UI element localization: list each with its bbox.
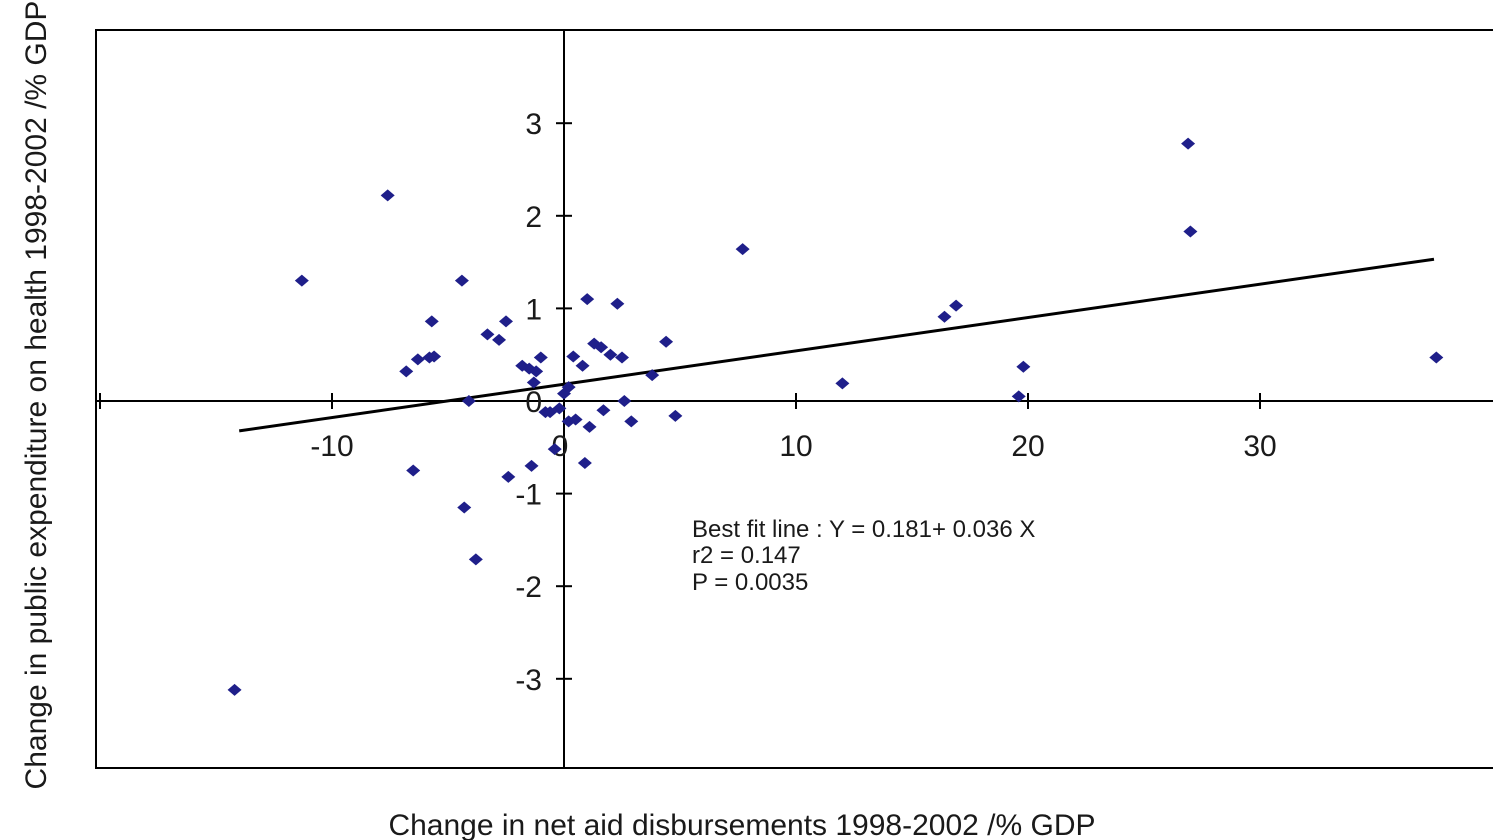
data-point [594,341,609,354]
data-point [568,413,583,426]
data-point [547,443,562,456]
data-point [596,404,611,417]
data-point [580,293,595,306]
data-point [524,459,539,472]
x-tick-label: 0 [552,430,569,463]
y-tick-label: 0 [525,386,542,419]
data-point [575,359,590,372]
data-point [610,297,625,310]
y-axis-title: Change in public expenditure on health 1… [20,1,53,790]
y-tick-label: 2 [525,201,542,234]
y-tick-label: -1 [515,479,542,512]
data-point [227,683,242,696]
y-tick-label: 3 [525,108,542,141]
data-point [1429,351,1444,364]
annotation-r2: r2 = 0.147 [692,542,801,569]
data-point [492,333,507,346]
y-tick-label: -3 [515,664,542,697]
data-point [835,377,850,390]
x-tick-label: 10 [779,430,812,463]
plot-frame [95,29,1493,769]
y-ticks: -3 -2 -1 0 1 2 3 [515,108,572,697]
data-point [617,395,632,407]
data-point [1181,137,1196,150]
data-point [937,310,952,323]
data-point [949,299,964,312]
y-tick-label: 1 [525,293,542,326]
data-point [501,470,516,483]
data-point [457,501,472,514]
data-point [380,189,395,202]
data-point [533,351,548,364]
data-point [615,351,629,364]
data-point [1011,390,1026,403]
data-point [406,464,421,477]
x-tick-label: -10 [310,430,353,463]
data-point [566,350,581,363]
data-point [624,415,639,428]
data-point [735,243,750,256]
data-point [480,328,495,341]
data-point [1183,225,1198,238]
data-point [526,376,541,389]
data-point [410,353,425,366]
data-point [294,274,309,287]
data-point [659,335,674,348]
data-point [552,402,567,415]
data-point [668,409,683,422]
data-point [468,553,483,566]
x-ticks: -10 0 10 20 30 [99,393,1277,463]
data-point [424,315,439,328]
data-point [561,381,576,394]
data-point [603,348,618,361]
x-tick-label: 20 [1011,430,1044,463]
data-point [461,395,476,407]
data-points [227,137,1444,696]
data-point [499,315,513,328]
data-point [454,274,469,287]
data-point [1016,360,1031,373]
data-point [399,365,414,378]
annotation-p-value: P = 0.0035 [692,569,808,596]
best-fit-line [238,257,1435,433]
data-point [582,420,597,433]
data-point [427,350,442,363]
x-tick-label: 30 [1243,430,1276,463]
data-point [645,369,660,382]
annotation-fit-equation: Best fit line : Y = 0.181+ 0.036 X [692,516,1035,543]
y-tick-label: -2 [515,571,542,604]
data-point [529,365,544,378]
x-axis-title: Change in net aid disbursements 1998-200… [388,809,1095,840]
data-point [577,457,592,470]
